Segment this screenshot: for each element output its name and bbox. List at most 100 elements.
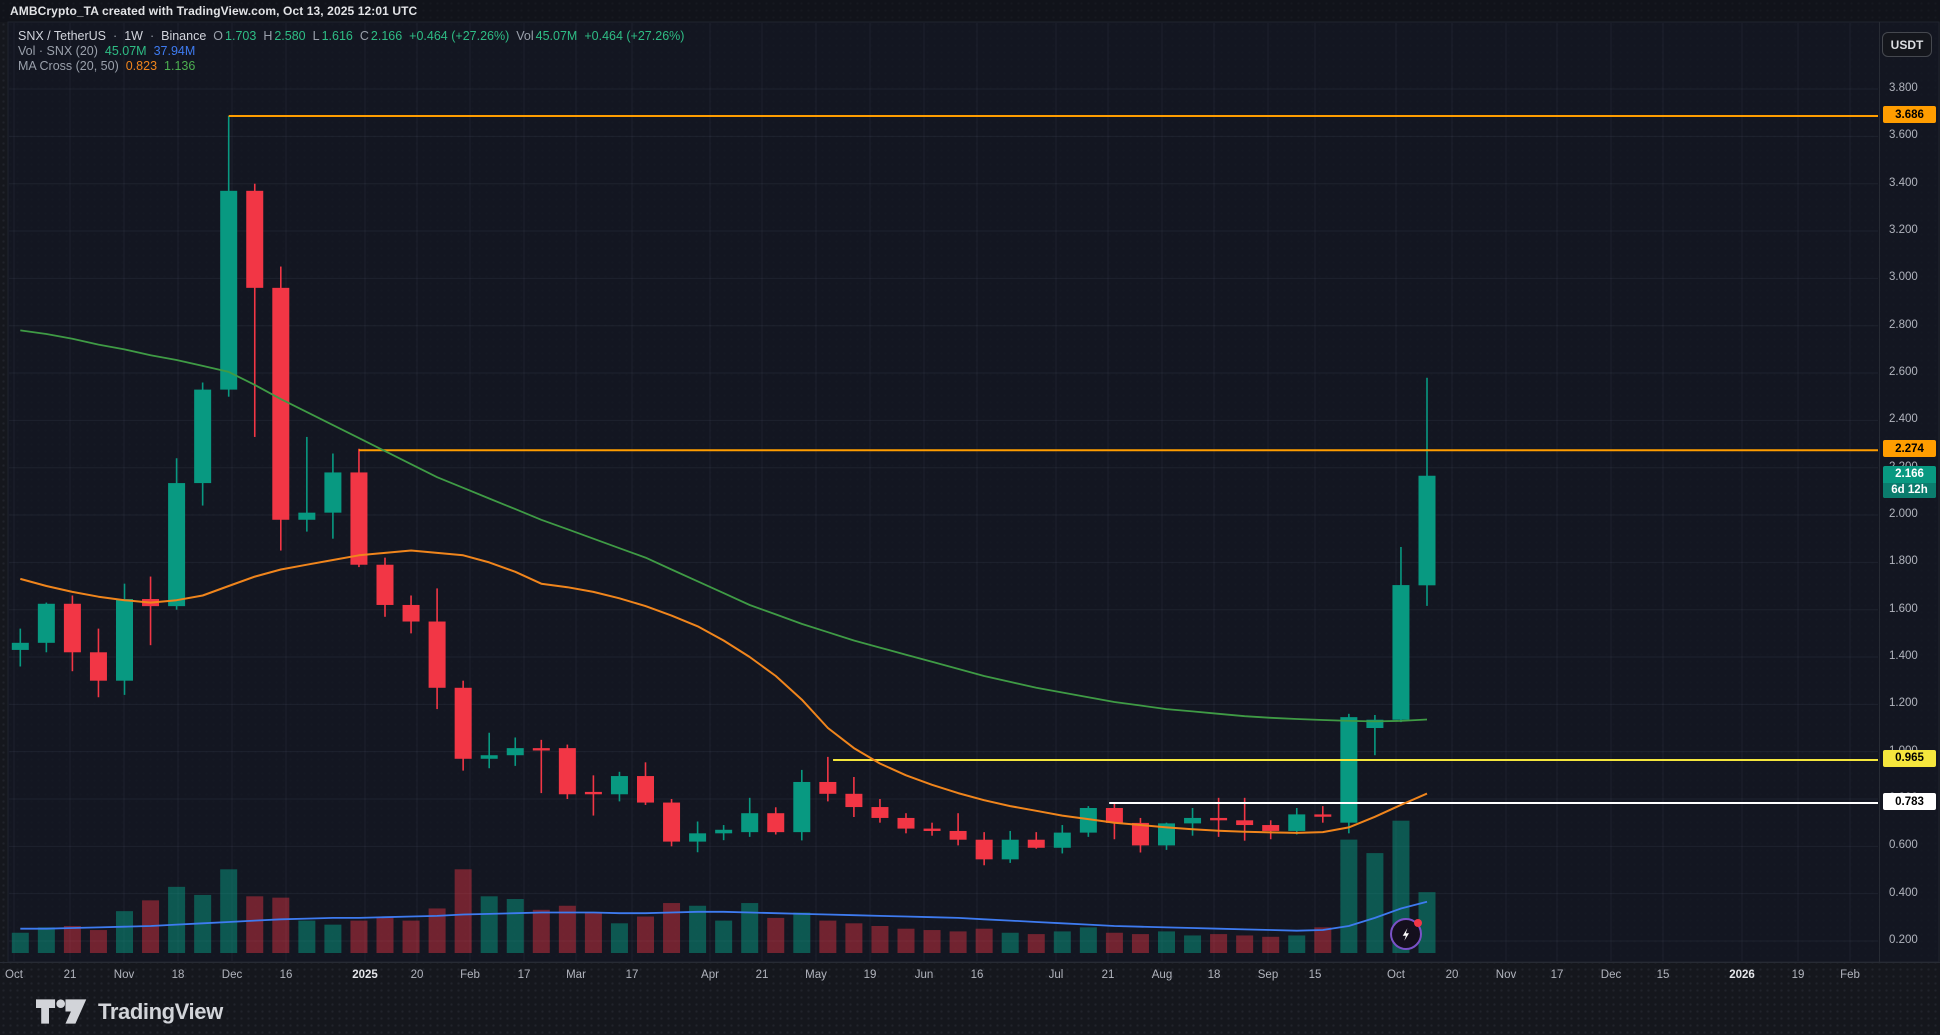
candle-wick	[306, 436, 308, 532]
volume-bar	[1158, 931, 1175, 953]
time-tick-label: Dec	[1600, 969, 1622, 981]
candle-body	[89, 652, 107, 681]
last-price-value: 2.166	[1895, 468, 1924, 481]
volume-bar	[1210, 934, 1228, 953]
price-axis[interactable]: 3.800 3.600 3.400 3.200 3.000 2.800 2.600 2.400…	[1879, 22, 1940, 962]
candle-body	[871, 807, 889, 818]
candle-body	[923, 828, 941, 831]
volume-bar	[428, 908, 446, 953]
indicator-value: 1.136	[164, 59, 196, 73]
candle-body	[1288, 814, 1306, 831]
time-tick-label: Oct	[1387, 969, 1405, 981]
candle-body	[715, 829, 733, 834]
candle-wick	[592, 775, 595, 816]
candle-body	[975, 839, 993, 860]
tradingview-wordmark: TradingView	[98, 998, 223, 1024]
candle-body	[11, 642, 29, 650]
tradingview-logo[interactable]: TradingView	[36, 999, 223, 1025]
ohlc-low: L 1.616	[312, 29, 353, 43]
time-tick-label: 19	[863, 969, 877, 981]
volume-change: +0.464 (+27.26%)	[584, 29, 685, 43]
candle-body	[532, 748, 550, 751]
candle-body	[116, 599, 133, 681]
candle-body	[220, 190, 238, 390]
volume-ma-line	[20, 900, 1428, 932]
time-tick-label: Feb	[1840, 969, 1860, 981]
legend-symbol-row[interactable]: SNX / TetherUS · 1W · Binance O 1.703 H 2.…	[18, 29, 684, 43]
indicator-value: 0.823	[125, 59, 158, 73]
time-tick-label: 15	[1656, 969, 1670, 981]
candle-body	[376, 564, 394, 605]
time-tick-label: Nov	[113, 969, 135, 981]
volume-bar	[897, 928, 915, 953]
price-tick-label: 0.600	[1889, 839, 1918, 852]
candle-wick	[1217, 797, 1220, 837]
volume-bar	[1053, 931, 1071, 953]
bar-countdown: 6d 12h	[1883, 482, 1936, 498]
time-tick-label: 21	[1101, 969, 1115, 981]
volume-bar	[767, 917, 785, 953]
candles	[11, 116, 1436, 866]
candle-wick	[827, 756, 829, 802]
candle-body	[584, 791, 602, 795]
volume-bar	[1105, 932, 1123, 953]
ambcrypto-lightning-icon	[1390, 918, 1422, 950]
price-tick-label: 1.800	[1889, 555, 1918, 568]
price-tick-label: 1.600	[1889, 602, 1918, 615]
time-tick-label: 21	[755, 969, 769, 981]
candle-body	[1392, 585, 1410, 720]
time-tick-label: May	[805, 969, 827, 981]
volume-bar	[63, 926, 81, 953]
ohlc-close: C 2.166	[359, 29, 403, 43]
time-tick-label: 17	[1550, 969, 1564, 981]
volume-bar	[1131, 934, 1149, 953]
symbol-name: SNX / TetherUS	[18, 29, 107, 43]
interval-label: 1W	[124, 29, 143, 43]
volume-bar	[220, 869, 238, 953]
candle-body	[1079, 808, 1097, 833]
candle-body	[741, 813, 759, 833]
horizontal-rays[interactable]	[228, 115, 1878, 805]
ma50-line	[20, 329, 1428, 723]
volume-bar	[1027, 934, 1045, 953]
time-tick-label: Dec	[221, 969, 243, 981]
candle-body	[1418, 475, 1436, 586]
plot-area[interactable]	[9, 23, 1878, 961]
indicator-value: 45.07M	[104, 44, 147, 58]
legend-ma-cross-row[interactable]: MA Cross (20, 50) 0.823 1.136	[18, 59, 684, 73]
candle-body	[897, 817, 915, 829]
volume-bar	[168, 886, 186, 953]
chart-pane[interactable]	[7, 21, 1940, 963]
candle-body	[272, 287, 290, 520]
time-axis[interactable]: Oct 21 Nov 18 Dec 16 2025 20 Feb 17 Mar 17 Apr 21 May 1…	[0, 962, 1940, 989]
volume-bar	[376, 916, 394, 953]
volume-bar	[1262, 936, 1280, 953]
volume-bar	[1418, 892, 1436, 953]
time-tick-label: 2025	[352, 969, 378, 981]
time-tick-label: 18	[171, 969, 185, 981]
volume-bar	[532, 909, 550, 953]
price-tick-label: 3.000	[1889, 271, 1918, 284]
attribution-text: AMBCrypto_TA created with TradingView.co…	[10, 4, 418, 18]
volume-bar	[11, 932, 29, 953]
volume-bar	[1184, 935, 1202, 953]
legend-volume-indicator-row[interactable]: Vol · SNX (20) 45.07M 37.94M	[18, 44, 684, 58]
candle-body	[1027, 839, 1045, 848]
candle-wick	[957, 813, 959, 846]
attribution-bar: AMBCrypto_TA created with TradingView.co…	[0, 0, 1940, 22]
volume-bar	[975, 928, 993, 953]
volume-bar	[1314, 927, 1332, 953]
candle-body	[1210, 817, 1228, 821]
currency-toggle-button[interactable]: USDT	[1882, 32, 1932, 57]
lightning-bolt-icon	[1402, 927, 1409, 941]
candle-wick	[1322, 806, 1324, 823]
separator: ·	[149, 29, 155, 43]
time-tick-label: 17	[625, 969, 639, 981]
volume-bar	[637, 916, 654, 953]
volume-bar	[1288, 935, 1306, 953]
candle-body	[1236, 820, 1254, 826]
candle-body	[1131, 822, 1149, 846]
candle-wick	[253, 183, 256, 437]
indicator-name: Vol · SNX (20)	[18, 44, 98, 58]
